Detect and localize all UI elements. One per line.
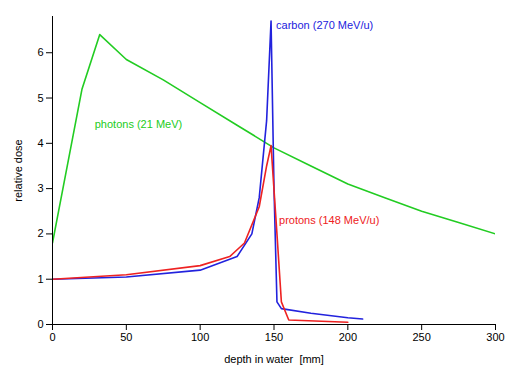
svg-text:150: 150 [265, 331, 283, 343]
svg-text:2: 2 [37, 227, 43, 239]
svg-text:carbon (270 MeV/u): carbon (270 MeV/u) [276, 19, 373, 31]
svg-text:6: 6 [37, 46, 43, 58]
svg-text:1: 1 [37, 273, 43, 285]
svg-text:protons (148 MeV/u): protons (148 MeV/u) [279, 214, 379, 226]
svg-text:100: 100 [191, 331, 209, 343]
svg-text:relative dose: relative dose [12, 139, 24, 201]
svg-text:250: 250 [412, 331, 430, 343]
svg-text:4: 4 [37, 137, 43, 149]
svg-text:0: 0 [37, 318, 43, 330]
svg-text:200: 200 [339, 331, 357, 343]
svg-text:0: 0 [49, 331, 55, 343]
svg-text:300: 300 [486, 331, 504, 343]
svg-text:photons (21 MeV): photons (21 MeV) [95, 118, 182, 130]
svg-text:5: 5 [37, 92, 43, 104]
svg-text:3: 3 [37, 182, 43, 194]
svg-text:depth in water [mm]: depth in water [mm] [224, 353, 324, 365]
svg-text:50: 50 [120, 331, 132, 343]
